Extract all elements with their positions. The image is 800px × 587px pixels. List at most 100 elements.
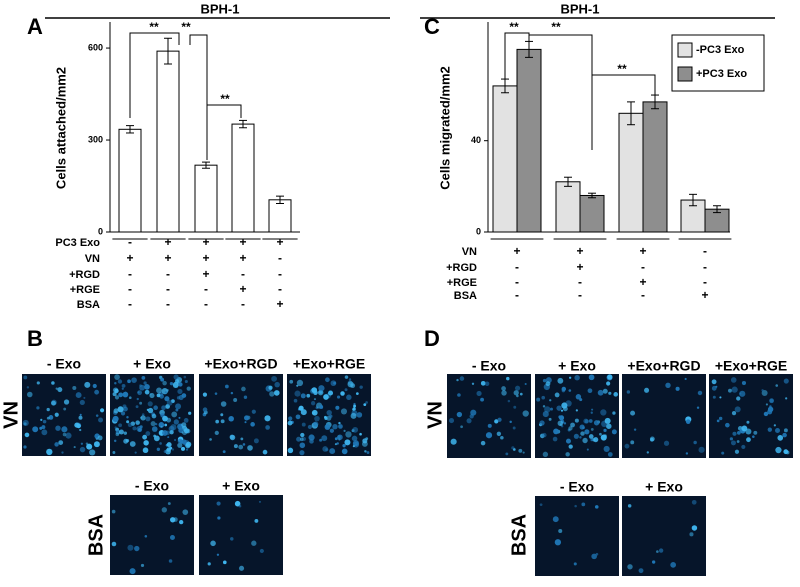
cell bbox=[775, 384, 779, 387]
cell bbox=[595, 552, 599, 556]
cell bbox=[268, 385, 273, 390]
condition-sign: - bbox=[128, 282, 132, 296]
cell bbox=[588, 419, 593, 423]
condition-sign: + bbox=[239, 235, 246, 249]
cell bbox=[519, 392, 523, 396]
cell bbox=[258, 500, 261, 503]
cell bbox=[63, 399, 70, 405]
cell bbox=[79, 399, 85, 406]
cell bbox=[132, 426, 137, 431]
error-bar bbox=[627, 101, 635, 126]
cell bbox=[314, 415, 320, 422]
cell bbox=[122, 391, 129, 398]
cell bbox=[545, 381, 551, 387]
cell bbox=[633, 428, 637, 431]
cell bbox=[344, 439, 351, 446]
cell bbox=[656, 550, 659, 553]
condition-sign: - bbox=[166, 297, 170, 311]
cell bbox=[162, 380, 167, 386]
cell bbox=[296, 384, 299, 387]
cell bbox=[646, 451, 649, 454]
cell bbox=[287, 447, 294, 454]
condition-sign: - bbox=[278, 282, 282, 296]
cell bbox=[608, 391, 612, 395]
cell bbox=[250, 422, 255, 427]
cell bbox=[627, 564, 633, 570]
condition-sign: + bbox=[164, 235, 171, 249]
condition-sign: - bbox=[641, 288, 645, 302]
cell bbox=[113, 408, 119, 414]
cell bbox=[247, 445, 253, 451]
cell bbox=[542, 378, 547, 383]
cell bbox=[524, 382, 527, 386]
cell bbox=[522, 410, 529, 417]
cell bbox=[565, 438, 571, 444]
cell bbox=[783, 428, 788, 433]
cell bbox=[333, 381, 337, 385]
micrograph bbox=[622, 374, 706, 458]
cell bbox=[644, 387, 650, 393]
cell bbox=[166, 442, 172, 448]
cell bbox=[712, 395, 716, 399]
cell bbox=[220, 419, 225, 424]
cell bbox=[602, 388, 608, 394]
cell bbox=[350, 412, 357, 419]
cell bbox=[607, 452, 613, 457]
error-bar bbox=[588, 192, 596, 199]
cell bbox=[325, 377, 330, 383]
cell bbox=[542, 405, 546, 408]
cell bbox=[155, 422, 158, 426]
cell bbox=[466, 418, 472, 424]
cell bbox=[111, 541, 117, 547]
cell bbox=[448, 418, 455, 424]
cell bbox=[273, 390, 280, 396]
cell bbox=[92, 383, 97, 389]
cell bbox=[140, 563, 145, 568]
cell bbox=[127, 544, 134, 551]
cell bbox=[594, 505, 599, 509]
significance-bracket bbox=[189, 34, 208, 160]
cell bbox=[111, 509, 116, 514]
cell bbox=[568, 389, 572, 392]
panel-letter: C bbox=[424, 14, 440, 39]
y-tick-label: 40 bbox=[471, 135, 481, 145]
bar bbox=[555, 181, 581, 233]
cell bbox=[112, 415, 119, 422]
cell bbox=[288, 416, 293, 421]
cell bbox=[22, 419, 29, 427]
cell bbox=[361, 440, 368, 447]
cell bbox=[324, 415, 327, 419]
cell bbox=[769, 405, 772, 408]
cell bbox=[689, 532, 694, 537]
cell bbox=[177, 388, 183, 395]
cell bbox=[300, 409, 307, 416]
error-bar bbox=[276, 195, 284, 204]
cell bbox=[23, 445, 27, 449]
cell bbox=[127, 422, 133, 428]
cell bbox=[590, 411, 593, 414]
cell bbox=[590, 428, 594, 431]
panel-letter: D bbox=[424, 326, 440, 351]
cell bbox=[716, 419, 720, 423]
cell bbox=[39, 426, 43, 430]
micrograph bbox=[535, 496, 619, 576]
cell bbox=[745, 428, 752, 435]
significance-mark: ** bbox=[220, 92, 230, 106]
cell bbox=[684, 377, 687, 381]
cell bbox=[630, 410, 636, 416]
cell bbox=[359, 432, 362, 436]
cell bbox=[469, 414, 474, 419]
cell bbox=[581, 502, 586, 507]
cell bbox=[480, 380, 486, 386]
cell bbox=[295, 414, 301, 420]
cell bbox=[55, 387, 58, 390]
y-tick-label: 0 bbox=[98, 226, 103, 236]
error-bar bbox=[564, 176, 572, 187]
cell bbox=[48, 415, 54, 420]
cell bbox=[151, 413, 157, 419]
column-label: +Exo+RGE bbox=[293, 356, 365, 372]
cell bbox=[251, 409, 256, 414]
cell bbox=[160, 377, 165, 382]
cell bbox=[78, 415, 83, 420]
cell bbox=[299, 442, 306, 449]
